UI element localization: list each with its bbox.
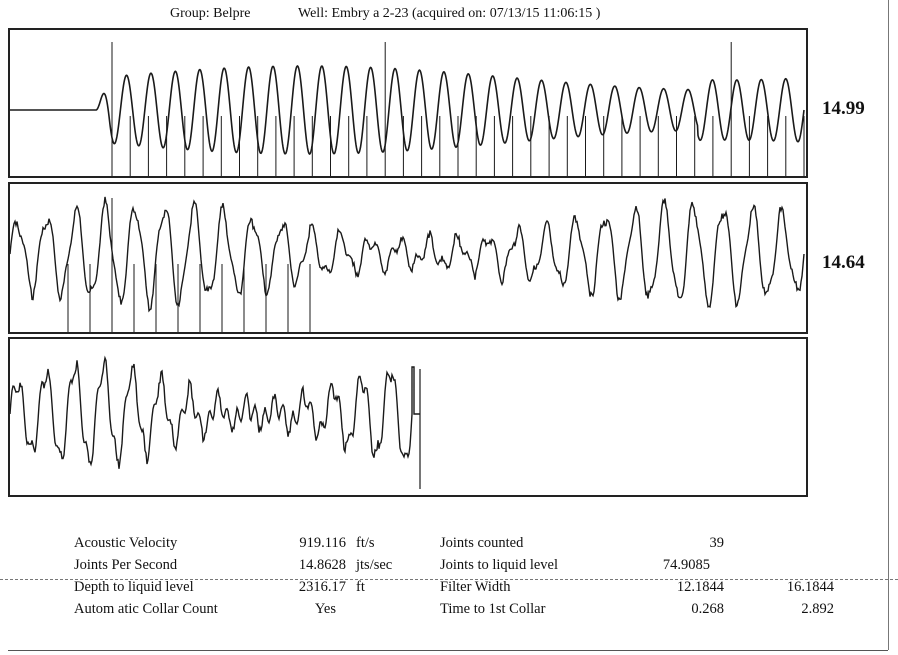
group-label: Group: Belpre — [170, 6, 251, 21]
joints-per-second-label: Joints Per Second — [74, 557, 178, 573]
acoustic-velocity-value: 919.116 — [299, 535, 346, 551]
acoustic-velocity-unit: ft/s — [356, 535, 375, 551]
time-to-first-collar-value-1: 0.268 — [691, 601, 724, 617]
trace-plot-1 — [10, 42, 805, 176]
depth-to-liquid-value: 2316.17 — [298, 579, 346, 595]
joints-counted-value: 39 — [709, 535, 725, 551]
well-label: Well: Embry a 2-23 (acquired on: 07/13/1… — [298, 6, 601, 21]
joints-per-second-value: 14.8628 — [298, 557, 346, 573]
trace-line-1 — [10, 64, 805, 155]
separator-line — [0, 579, 898, 580]
joints-to-liquid-label: Joints to liquid level — [440, 557, 559, 573]
joints-counted-label: Joints counted — [440, 535, 524, 551]
acoustic-trace-panel-3 — [8, 337, 808, 497]
joints-to-liquid-value: 74.9085 — [662, 557, 710, 573]
filter-width-value-1: 12.1844 — [676, 579, 724, 595]
time-to-first-collar-value-2: 2.892 — [801, 601, 834, 617]
depth-to-liquid-label: Depth to liquid level — [74, 579, 194, 595]
filter-width-value-2: 16.1844 — [786, 579, 834, 595]
auto-collar-count-value: Yes — [314, 601, 336, 617]
trace-plot-2 — [10, 196, 805, 332]
time-to-first-collar-label: Time to 1st Collar — [440, 601, 546, 617]
trace-line-3 — [10, 355, 420, 469]
panel-1-readout: 14.99 — [822, 98, 865, 119]
acoustic-velocity-label: Acoustic Velocity — [74, 535, 178, 551]
depth-to-liquid-unit: ft — [356, 579, 365, 595]
acoustic-trace-panel-2 — [8, 182, 808, 334]
trace-plot-3 — [10, 355, 421, 489]
panel-2-readout: 14.64 — [822, 252, 865, 273]
bottom-border — [8, 650, 888, 651]
auto-collar-count-label: Autom atic Collar Count — [74, 601, 218, 617]
trace-line-2 — [10, 196, 805, 313]
filter-width-label: Filter Width — [440, 579, 511, 595]
stats-table: Acoustic Velocity 919.116 ft/s Joints co… — [0, 530, 898, 630]
chart-header: Group: Belpre Well: Embry a 2-23 (acquir… — [0, 6, 898, 26]
page-right-border — [888, 0, 889, 650]
acoustic-trace-panel-1 — [8, 28, 808, 178]
joints-per-second-unit: jts/sec — [356, 557, 393, 573]
